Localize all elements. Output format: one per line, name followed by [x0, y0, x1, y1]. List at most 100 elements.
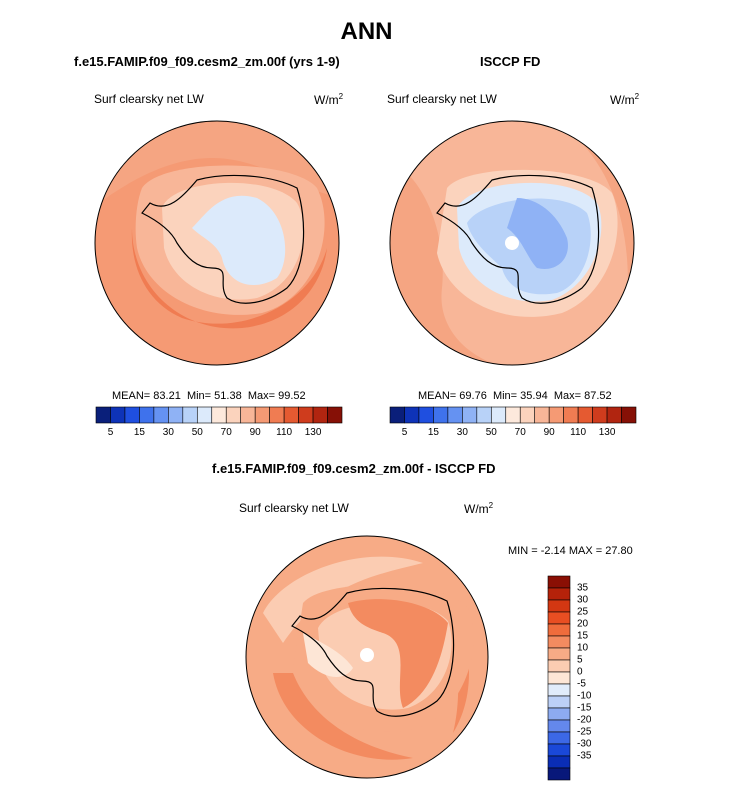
cb3-tick-label: -15 — [577, 702, 592, 714]
panel1-colorbar-ticks: 5 15 30 50 70 90 110 130 — [96, 427, 342, 441]
panel3-case-title: f.e15.FAMIP.f09_f09.cesm2_zm.00f - ISCCP… — [212, 461, 496, 476]
cb1-swatch — [124, 406, 140, 424]
map2-pole-hole — [505, 236, 519, 250]
cb1-swatch — [240, 406, 256, 424]
cb1-swatch — [153, 406, 169, 424]
cb1-swatch — [269, 406, 285, 424]
cb3-swatch — [547, 635, 571, 649]
cb1-tick-label: 5 — [107, 427, 114, 438]
cb3-swatch — [547, 671, 571, 685]
cb2-swatch — [563, 406, 579, 424]
map3-field-north — [263, 556, 423, 643]
cb3-tick-label: 5 — [577, 654, 583, 666]
cb3-swatch — [547, 731, 571, 745]
cb3-swatch — [547, 683, 571, 697]
panel1-stats: MEAN= 83.21 Min= 51.38 Max= 99.52 — [112, 390, 306, 402]
cb3-tick-label: -25 — [577, 726, 592, 738]
cb3-swatch — [547, 647, 571, 661]
map2-field-core — [507, 198, 568, 269]
cb1-swatch — [196, 406, 213, 424]
cb3-tick-label: 10 — [577, 642, 589, 654]
cb2-swatch — [433, 406, 449, 424]
map2-field-west — [390, 158, 507, 365]
cb1-tick-label: 50 — [191, 427, 203, 438]
cb3-tick-label: -30 — [577, 738, 592, 750]
cb2-tick-label: 130 — [598, 427, 616, 438]
cb3-swatch — [547, 767, 571, 781]
panel1-variable-label: Surf clearsky net LW — [94, 92, 204, 106]
map3-boundary — [245, 535, 489, 779]
cb1-swatch — [110, 406, 126, 424]
map3-coastline — [291, 587, 455, 717]
cb2-tick-label: 70 — [514, 427, 526, 438]
cb3-tick-label: 20 — [577, 618, 589, 630]
panel2-variable-label: Surf clearsky net LW — [387, 92, 497, 106]
cb2-tick-label: 110 — [570, 427, 587, 438]
cb3-tick-label: -20 — [577, 714, 592, 726]
cb1-swatch — [139, 406, 155, 424]
panel3-map — [245, 535, 489, 779]
cb2-tick-label: 90 — [543, 427, 555, 438]
panel1-case-title: f.e15.FAMIP.f09_f09.cesm2_zm.00f (yrs 1-… — [74, 54, 340, 69]
cb3-swatch — [547, 755, 571, 769]
cb3-swatch — [547, 719, 571, 733]
panel3-stats: MIN = -2.14 MAX = 27.80 — [508, 545, 633, 557]
cb1-swatch — [298, 406, 314, 424]
cb3-swatch — [547, 599, 571, 613]
cb2-swatch — [534, 406, 550, 424]
cb3-tick-label: -35 — [577, 750, 592, 762]
map1-coastline — [141, 174, 305, 304]
cb1-swatch — [327, 406, 343, 424]
cb1-swatch — [283, 406, 299, 424]
cb1-tick-label: 30 — [162, 427, 174, 438]
cb2-tick-label: 30 — [456, 427, 468, 438]
panel3-variable-label: Surf clearsky net LW — [239, 501, 349, 515]
cb2-swatch — [548, 406, 564, 424]
cb2-swatch — [519, 406, 536, 424]
cb2-tick-label: 50 — [485, 427, 497, 438]
cb3-swatch — [547, 587, 571, 601]
map2-coastline — [436, 174, 600, 304]
cb2-tick-label: 15 — [427, 427, 439, 438]
panel1-units: W/m2 — [314, 92, 344, 107]
cb3-tick-label: 35 — [577, 582, 589, 594]
cb1-swatch — [225, 406, 242, 424]
cb3-tick-label: -5 — [577, 678, 586, 690]
cb3-tick-label: 30 — [577, 594, 589, 606]
cb1-tick-label: 130 — [304, 427, 322, 438]
cb2-swatch — [462, 406, 478, 424]
cb3-swatch — [547, 695, 571, 709]
cb2-swatch — [447, 406, 463, 424]
map1-field-plateau — [192, 195, 286, 286]
map3-field-peak — [348, 599, 448, 708]
panel3-colorbar-ticks: 35 30 25 20 15 10 5 0 -5 -10 -15 -20 -25 -30 -35 — [577, 576, 607, 780]
cb1-tick-label: 15 — [133, 427, 145, 438]
cb1-swatch — [182, 406, 198, 424]
cb3-tick-label: 25 — [577, 606, 589, 618]
cb1-tick-label: 70 — [220, 427, 232, 438]
figure-title: ANN — [340, 18, 393, 45]
cb3-swatch — [547, 743, 571, 757]
map1-field-band — [95, 121, 339, 208]
panel2-stats: MEAN= 69.76 Min= 35.94 Max= 87.52 — [418, 390, 612, 402]
cb3-tick-label: 0 — [577, 666, 583, 678]
map3-pole-hole — [360, 648, 374, 662]
panel1-colorbar — [95, 406, 343, 424]
cb3-swatch — [547, 707, 571, 721]
cb2-swatch — [476, 406, 492, 424]
cb2-tick-label: 5 — [401, 427, 408, 438]
panel2-units: W/m2 — [610, 92, 640, 107]
cb1-swatch — [95, 406, 111, 424]
cb2-swatch — [418, 406, 434, 424]
cb1-tick-label: 90 — [249, 427, 261, 438]
cb1-swatch — [168, 406, 184, 424]
panel1-map — [94, 120, 340, 366]
cb3-swatch — [547, 659, 571, 673]
cb3-swatch — [547, 623, 571, 637]
map3-field-east — [443, 593, 470, 733]
cb2-swatch — [490, 406, 507, 424]
map3-field-peninsula — [303, 633, 353, 678]
cb2-swatch — [606, 406, 622, 424]
map1-boundary — [94, 120, 340, 366]
cb1-tick-label: 110 — [276, 427, 293, 438]
